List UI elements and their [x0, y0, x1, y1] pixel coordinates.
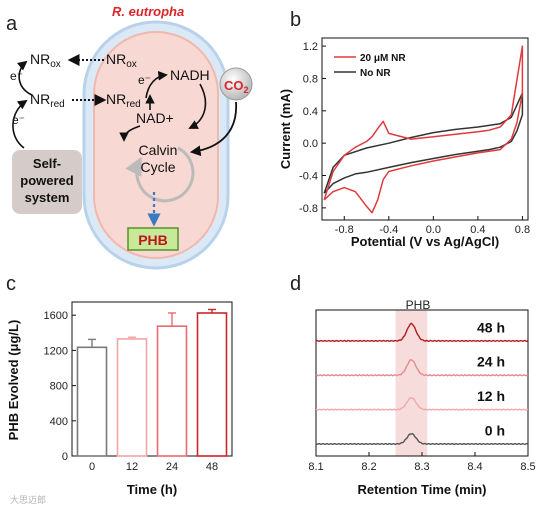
cv-legend: 20 μM NR No NR: [334, 53, 406, 79]
trace-label: 48 h: [477, 319, 505, 335]
chromatogram-x-tick-label: 8.2: [361, 461, 376, 473]
bar-plot-frame: [71, 301, 233, 457]
chromatogram-x-tick-label: 8.4: [467, 461, 482, 473]
bar-y-tick-label: 800: [50, 381, 68, 393]
bar-24h: [156, 325, 188, 457]
system-label-line2: powered: [20, 173, 74, 188]
nr-red-left: NRred: [30, 91, 65, 110]
panel-c-bar-chart: 0 400 800 1200 1600 0 12 24 48 Time (h) PHB Evol…: [6, 301, 233, 497]
bar-0h: [76, 346, 108, 457]
phb-retention-highlight: [395, 310, 428, 456]
arrow-nadh-to-cycle: [188, 83, 207, 129]
nr-ox-left: NRox: [30, 51, 61, 70]
legend-label-no-nr: No NR: [360, 68, 391, 79]
bar-y-tick-label: 1200: [44, 345, 68, 357]
chromatogram-ticks: 8.1 8.2 8.3 8.4 8.5: [308, 452, 536, 473]
chromatogram-x-tick-label: 8.1: [308, 461, 323, 473]
chromatogram-trace-0h: [315, 432, 529, 446]
legend-label-nr: 20 μM NR: [360, 53, 406, 64]
electron-label-3: e⁻: [138, 73, 151, 87]
electron-label-2: e⁻: [12, 113, 25, 127]
chromatogram-x-tick-label: 8.5: [520, 461, 535, 473]
bar-ticks: 0 400 800 1200 1600 0 12 24 48: [44, 310, 219, 473]
cv-x-axis-label: Potential (V vs Ag/AgCl): [351, 234, 499, 249]
cv-series: [323, 45, 524, 214]
bar-x-tick-label: 0: [89, 461, 95, 473]
cv-y-tick-label: 1.2: [303, 41, 318, 53]
system-label-line1: Self-: [33, 156, 61, 171]
panel-label-b: b: [290, 9, 301, 31]
cv-y-tick-label: -0.8: [299, 203, 318, 215]
bar-x-axis-label: Time (h): [127, 482, 177, 497]
co2-label: CO2: [224, 78, 249, 95]
cv-x-tick-label: -0.8: [335, 224, 354, 236]
nr-red-right: NRred: [106, 91, 141, 110]
panel-label-a: a: [6, 13, 18, 35]
chromatogram-x-tick-label: 8.3: [414, 461, 429, 473]
bar-x-tick-label: 48: [206, 461, 218, 473]
nr-ox-right: NRox: [106, 51, 137, 70]
bar-series: [76, 308, 228, 457]
cv-y-tick-label: 0.0: [303, 138, 318, 150]
watermark: 大思迈郎: [10, 494, 46, 505]
phb-box-label: PHB: [138, 232, 168, 248]
nadh-label: NADH: [170, 67, 210, 83]
panel-label-d: d: [290, 273, 301, 295]
cv-x-tick-label: 0.4: [470, 224, 485, 236]
bar-x-tick-label: 24: [166, 461, 178, 473]
cv-x-tick-label: 0.8: [515, 224, 530, 236]
panel-label-c: c: [6, 273, 16, 295]
calvin-label-line2: Cycle: [140, 159, 175, 175]
chromatogram-trace-12h: [315, 396, 529, 411]
bar-48h: [196, 312, 228, 457]
cv-y-axis-label: Current (mA): [278, 89, 293, 169]
panel-a-diagram: R. eutropha NRox NRred e⁻ e⁻ NRox NRred …: [10, 4, 253, 270]
chromatogram-x-axis-label: Retention Time (min): [357, 482, 486, 497]
bar-12h: [116, 338, 148, 457]
chromatogram-trace-48h: [315, 322, 529, 343]
chromatogram-trace-24h: [315, 359, 529, 377]
cv-ticks: -0.8 -0.4 0.0 0.4 0.8 -0.8 -0.4 0.0 0.4 0.8 1.2: [299, 41, 530, 236]
phb-box: [127, 227, 179, 251]
arrow-nrred-to-nrox: [17, 60, 33, 96]
bar-y-tick-label: 0: [62, 451, 68, 463]
cv-y-tick-label: 0.4: [303, 106, 318, 118]
trace-label: 24 h: [477, 354, 505, 370]
trace-label: 0 h: [485, 422, 505, 438]
system-label-line3: system: [25, 190, 70, 205]
organism-label: R. eutropha: [112, 4, 184, 19]
cv-series-line: [323, 45, 524, 214]
panel-d-chromatogram: PHB 8.1 8.2 8.3 8.4 8.5 48 h 24 h 12 h 0 h Rete…: [308, 298, 535, 497]
cv-x-tick-label: -0.4: [379, 224, 398, 236]
bar-y-tick-label: 1600: [44, 310, 68, 322]
bar-y-axis-label: PHB Evolved (μg/L): [6, 320, 21, 441]
phb-peak-label: PHB: [406, 298, 431, 312]
chromatogram-series: 48 h 24 h 12 h 0 h: [315, 319, 529, 446]
cv-y-tick-label: 0.8: [303, 73, 318, 85]
cv-x-tick-label: 0.0: [426, 224, 441, 236]
cv-series-line: [323, 92, 524, 194]
electron-label-1: e⁻: [10, 69, 23, 83]
calvin-label-line1: Calvin: [139, 142, 178, 158]
arrow-co2-to-cycle: [189, 101, 237, 157]
calvin-cycle-ring: [125, 146, 195, 203]
trace-label: 12 h: [477, 388, 505, 404]
arrow-nad-to-cycle: [119, 125, 141, 142]
cv-plot-frame: [321, 37, 529, 221]
cv-y-tick-label: -0.4: [299, 171, 318, 183]
nad-plus-label: NAD+: [136, 110, 174, 126]
arrow-system-to-nrred: [12, 99, 28, 149]
co2-bubble: [219, 67, 253, 101]
self-powered-system-box: [12, 150, 82, 214]
bar-y-tick-label: 400: [50, 416, 68, 428]
panel-b-cv-plot: -0.8 -0.4 0.0 0.4 0.8 -0.8 -0.4 0.0 0.4 0.8 1.2 20…: [278, 37, 530, 249]
cell-inner-body: [93, 31, 219, 259]
bar-x-tick-label: 12: [126, 461, 138, 473]
